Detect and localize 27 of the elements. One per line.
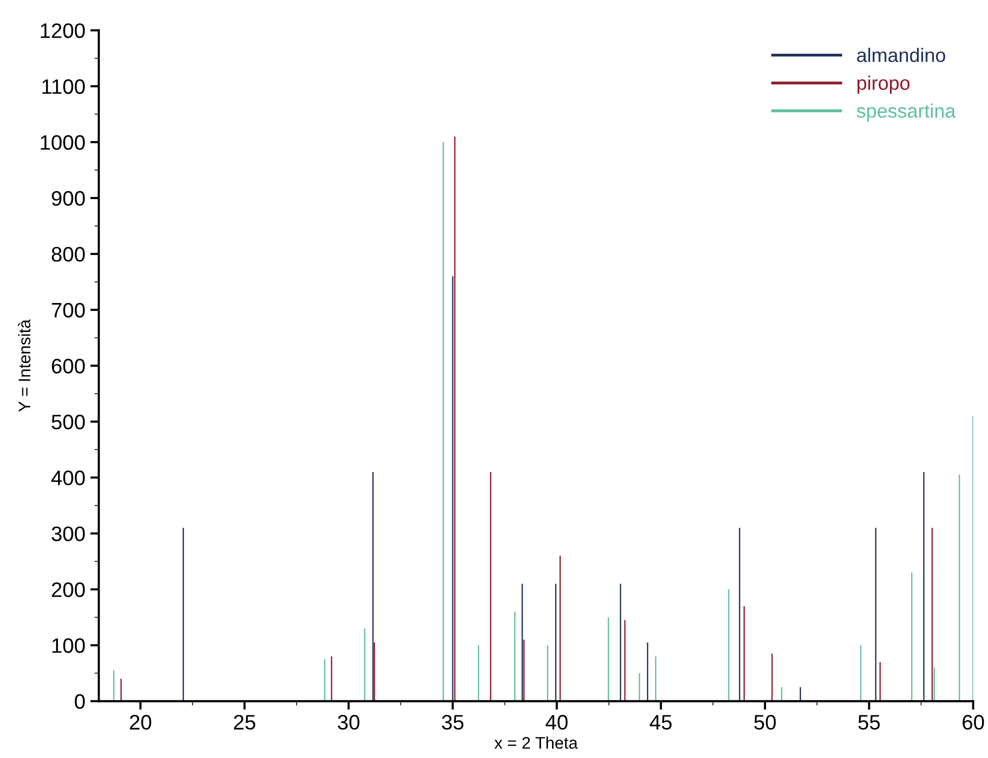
y-axis-title: Y = Intensità <box>18 319 30 412</box>
y-tick-label: 700 <box>52 302 85 318</box>
y-tick-label: 1200 <box>40 23 85 38</box>
y-tick-label: 600 <box>52 358 85 374</box>
x-tick-label: 60 <box>962 714 984 730</box>
y-tick-label: 300 <box>52 526 85 542</box>
legend-label: almandino <box>857 48 946 62</box>
x-tick-label: 40 <box>546 714 568 730</box>
y-tick-label: 500 <box>52 414 85 430</box>
y-tick-label: 400 <box>51 470 85 486</box>
y-tick-label: 1000 <box>40 135 85 150</box>
y-tick-label: 200 <box>52 582 85 598</box>
y-tick-label: 800 <box>52 246 85 262</box>
y-tick-label: 900 <box>52 191 85 206</box>
x-tick-label: 35 <box>442 714 464 730</box>
x-tick-label: 45 <box>650 715 672 730</box>
legend-label: spessartina <box>856 104 956 122</box>
y-tick-label: 1100 <box>42 79 85 94</box>
x-tick-label: 25 <box>234 714 256 730</box>
legend-label: piropo <box>858 76 910 94</box>
x-tick-label: 30 <box>338 714 360 730</box>
x-tick-label: 20 <box>130 714 152 730</box>
x-tick-label: 55 <box>858 715 880 730</box>
x-axis-title: x = 2 Theta <box>494 736 578 749</box>
y-tick-label: 100 <box>52 638 85 653</box>
x-tick-label: 50 <box>754 714 776 730</box>
y-tick-label: 0 <box>74 694 85 709</box>
